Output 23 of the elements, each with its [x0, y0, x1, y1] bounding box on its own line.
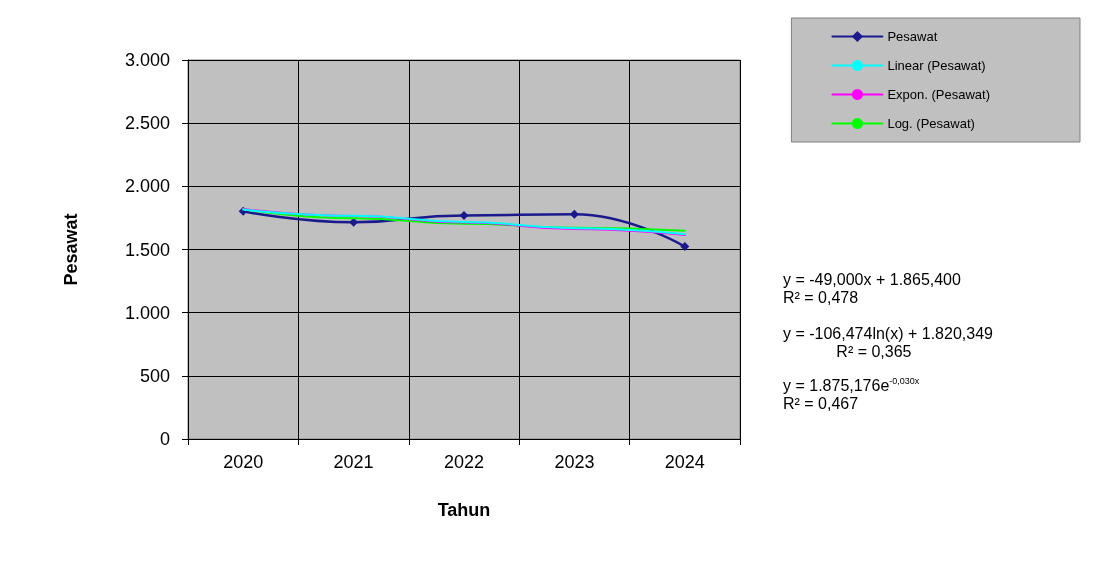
y-axis-title: Pesawat — [61, 213, 81, 286]
x-tick-label: 2024 — [664, 452, 705, 472]
point — [569, 209, 579, 219]
y-tick-label: 0 — [159, 429, 170, 449]
text: y = -49,000x + 1.865,400 R² = 0,478 — [783, 270, 962, 306]
x-tick-label: 2022 — [443, 452, 485, 472]
point — [459, 210, 469, 220]
x-axis-title: Tahun — [437, 500, 491, 520]
y-tick-label: 2.000 — [124, 176, 170, 197]
y-tick-label: 3.000 — [124, 50, 170, 70]
y-tick-label: 500 — [139, 365, 170, 386]
legend-label: Linear (Pesawat) — [887, 58, 986, 73]
x-tick-label: 2023 — [554, 452, 595, 472]
x-tick-label: 2020 — [223, 452, 264, 472]
y-tick-label: 2.500 — [124, 113, 170, 134]
point — [680, 242, 690, 252]
text: y = -106,474ln(x) + 1.820,349 R² = 0,365 — [783, 324, 994, 360]
y-tick-label: 1.000 — [124, 302, 170, 323]
legend-label: Pesawat — [887, 29, 938, 44]
y-tick-label: 1.500 — [124, 239, 170, 260]
x-tick-label: 2021 — [333, 452, 374, 472]
legend-label: Log. (Pesawat) — [887, 116, 975, 131]
legend-label: Expon. (Pesawat) — [887, 87, 991, 102]
